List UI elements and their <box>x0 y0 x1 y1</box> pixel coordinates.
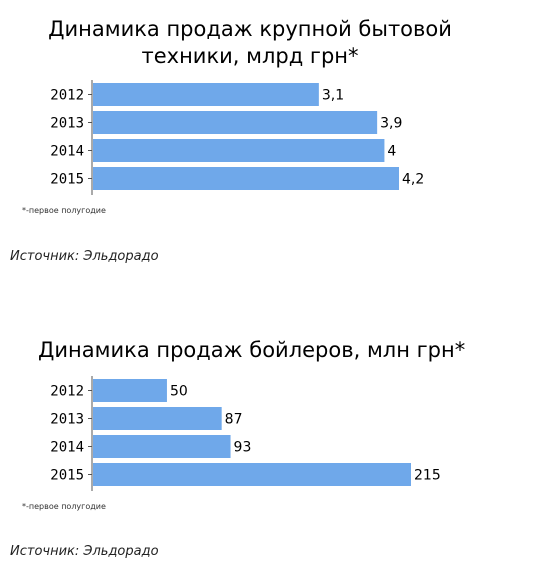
category-label: 2013 <box>50 412 84 428</box>
value-label: 50 <box>170 384 188 400</box>
bar-2012 <box>93 379 167 402</box>
bar-chart-appliances: 2012 3,1 2013 3,9 2014 4 2015 4,2 <box>50 80 424 195</box>
category-label: 2012 <box>50 88 84 104</box>
category-label: 2015 <box>50 468 84 484</box>
category-label: 2014 <box>50 144 84 160</box>
bar-chart-boilers: 2012 50 2013 87 2014 93 2015 215 <box>50 376 441 491</box>
chart-source: Источник: Эльдорадо <box>10 544 159 559</box>
value-label: 4 <box>387 144 396 160</box>
value-label: 93 <box>234 440 252 456</box>
chart-title: Динамика продаж бойлеров, млн грн* <box>38 338 466 362</box>
bar-2013 <box>93 111 378 134</box>
bar-2015 <box>93 463 411 486</box>
bar-2014 <box>93 139 385 162</box>
value-label: 3,9 <box>380 116 402 132</box>
category-label: 2014 <box>50 440 84 456</box>
bar-2013 <box>93 407 222 430</box>
category-label: 2013 <box>50 116 84 132</box>
chart-note: *-первое полугодие <box>22 206 106 215</box>
category-label: 2012 <box>50 384 84 400</box>
chart-title: Динамика продаж крупной бытовой техники,… <box>48 17 452 68</box>
value-label: 4,2 <box>402 172 424 188</box>
bar-2014 <box>93 435 231 458</box>
chart-appliances: Динамика продаж крупной бытовой техники,… <box>10 17 452 264</box>
bar-2015 <box>93 167 399 190</box>
bar-2012 <box>93 83 319 106</box>
value-label: 215 <box>414 468 441 484</box>
value-label: 3,1 <box>322 88 344 104</box>
chart-source: Источник: Эльдорадо <box>10 249 159 264</box>
category-label: 2015 <box>50 172 84 188</box>
chart-boilers: Динамика продаж бойлеров, млн грн* 2012 5… <box>0 290 549 569</box>
chart-note: *-первое полугодие <box>22 502 106 511</box>
value-label: 87 <box>225 412 243 428</box>
